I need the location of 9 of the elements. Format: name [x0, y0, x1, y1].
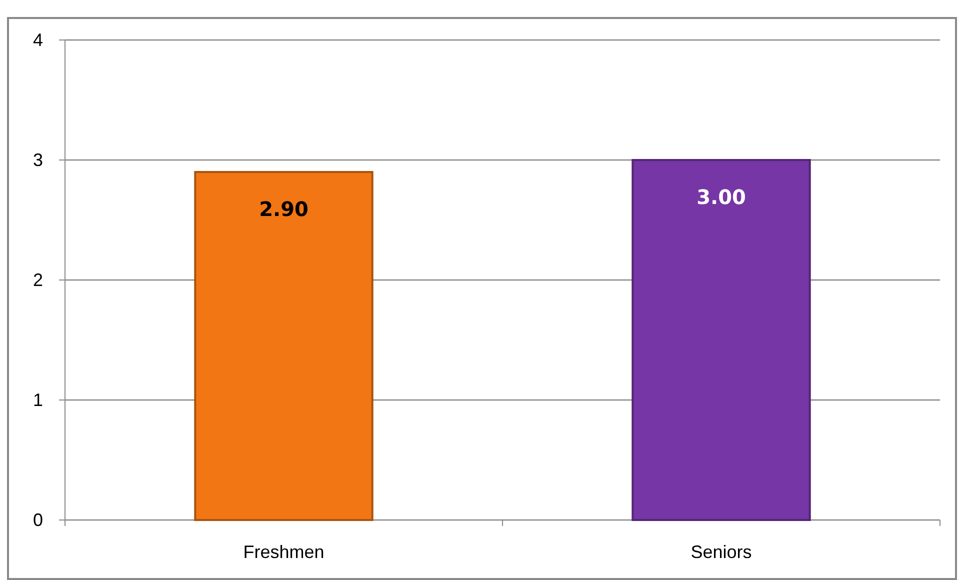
y-tick-label: 2 [32, 270, 43, 290]
y-tick-label: 1 [32, 390, 43, 410]
x-tick-label: Freshmen [243, 542, 324, 562]
data-label: 2.90 [259, 197, 308, 221]
y-tick-label: 3 [32, 150, 43, 170]
x-tick-label: Seniors [690, 542, 752, 562]
y-tick-label: 4 [32, 30, 43, 50]
data-label: 3.00 [696, 185, 746, 209]
y-tick-label: 0 [32, 510, 43, 530]
